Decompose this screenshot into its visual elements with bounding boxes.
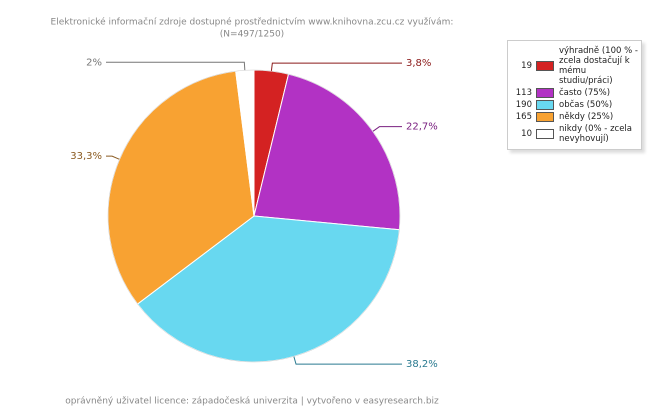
- footer: oprávněný uživatel licence: západočeská …: [65, 396, 439, 407]
- legend-item: 165 někdy (25%): [508, 112, 641, 122]
- legend-label: občas (50%): [559, 100, 613, 110]
- legend-item: 190 občas (50%): [508, 100, 641, 110]
- legend-label: výhradně (100 % - zcela dostačují k mému…: [559, 46, 638, 86]
- legend-swatch: [536, 88, 554, 98]
- legend-count: 19: [521, 61, 532, 71]
- legend-label: často (75%): [559, 88, 611, 98]
- data-label: 33,3%: [70, 151, 102, 162]
- data-label: 22,7%: [406, 122, 438, 133]
- leader-line: [270, 62, 402, 72]
- legend-count: 10: [521, 129, 532, 139]
- legend-count: 113: [515, 88, 532, 98]
- legend-count: 190: [515, 100, 532, 110]
- data-label: 38,2%: [406, 359, 438, 370]
- legend-count: 165: [515, 112, 532, 122]
- leader-line: [293, 356, 402, 365]
- legend-item: 113 často (75%): [508, 88, 641, 98]
- legend: 19 výhradně (100 % - zcela dostačují k mé…: [507, 40, 642, 150]
- legend-swatch: [536, 129, 554, 139]
- leader-line: [106, 155, 120, 160]
- leader-line: [106, 61, 246, 71]
- legend-label: nikdy (0% - zcela nevyhovují): [559, 124, 633, 144]
- chart-subtitle: (N=497/1250): [220, 30, 284, 40]
- leader-line: [372, 126, 402, 132]
- legend-item: 19 výhradně (100 % - zcela dostačují k mé…: [508, 46, 641, 86]
- legend-swatch: [536, 100, 554, 110]
- legend-item: 10 nikdy (0% - zcela nevyhovují): [508, 124, 641, 144]
- data-label: 2%: [86, 57, 102, 68]
- chart-title: Elektronické informační zdroje dostupné …: [51, 17, 454, 28]
- legend-swatch: [536, 112, 554, 122]
- legend-label: někdy (25%): [559, 112, 614, 122]
- legend-swatch: [536, 61, 554, 71]
- pie-outline: [107, 69, 401, 363]
- data-label: 3,8%: [406, 58, 431, 69]
